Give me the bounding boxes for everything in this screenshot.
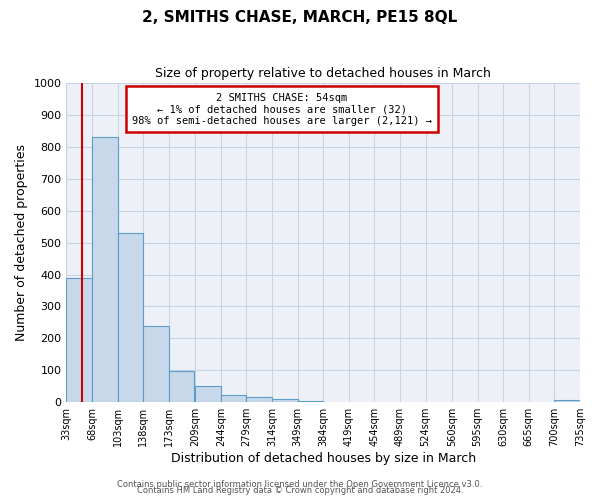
Bar [118,233,143,402]
Y-axis label: Number of detached properties: Number of detached properties [15,144,28,341]
Bar [67,278,92,402]
Text: Contains HM Land Registry data © Crown copyright and database right 2024.: Contains HM Land Registry data © Crown c… [137,486,463,495]
Bar [143,326,169,402]
Bar [221,395,247,402]
Bar [298,400,323,402]
Bar [195,386,221,402]
Text: 2 SMITHS CHASE: 54sqm
← 1% of detached houses are smaller (32)
98% of semi-detac: 2 SMITHS CHASE: 54sqm ← 1% of detached h… [132,92,432,126]
Bar [92,138,118,402]
Bar [272,399,298,402]
Bar [554,400,580,402]
Text: 2, SMITHS CHASE, MARCH, PE15 8QL: 2, SMITHS CHASE, MARCH, PE15 8QL [142,10,458,25]
Title: Size of property relative to detached houses in March: Size of property relative to detached ho… [155,68,491,80]
X-axis label: Distribution of detached houses by size in March: Distribution of detached houses by size … [170,452,476,465]
Text: Contains public sector information licensed under the Open Government Licence v3: Contains public sector information licen… [118,480,482,489]
Bar [247,398,272,402]
Bar [169,372,194,402]
